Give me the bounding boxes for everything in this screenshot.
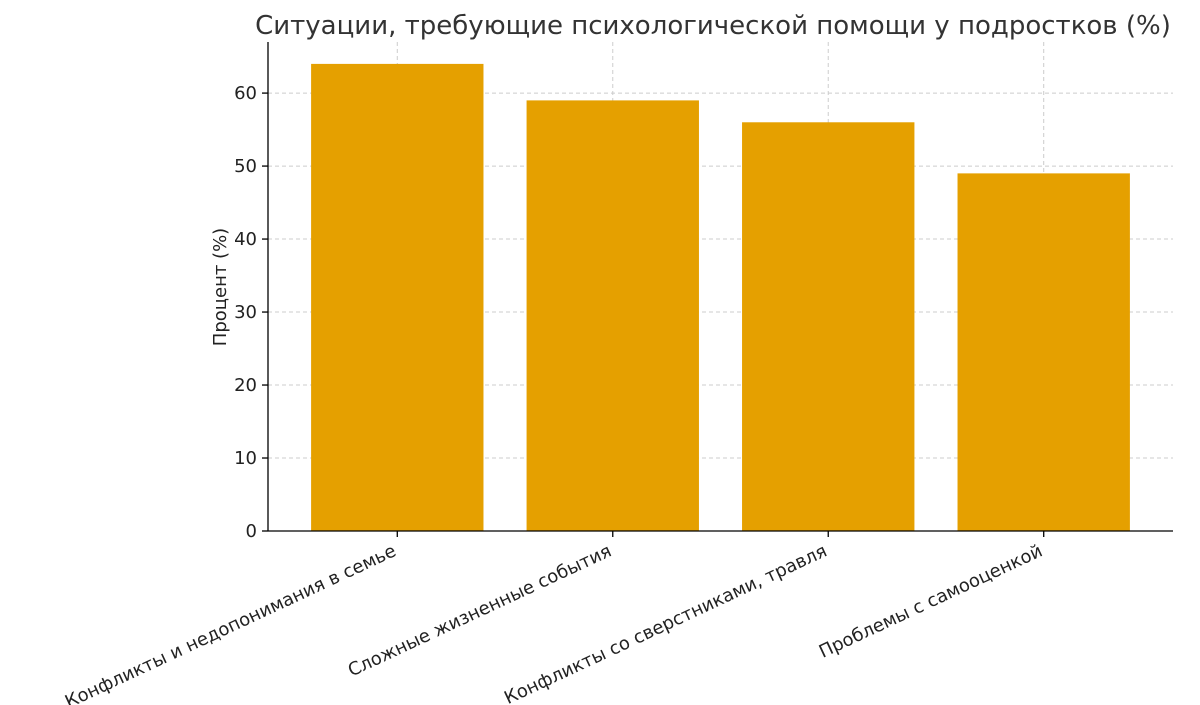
y-tick-label-60: 60 bbox=[234, 83, 257, 104]
y-tick-label-30: 30 bbox=[234, 302, 257, 323]
y-tick-label-20: 20 bbox=[234, 375, 257, 396]
bar-3 bbox=[742, 122, 915, 532]
x-tick-label-3: Конфликты со сверстниками, травля bbox=[501, 540, 830, 705]
chart-title: Ситуации, требующие психологической помо… bbox=[255, 11, 1171, 41]
x-tick-label-1: Конфликты и недопонимания в семье bbox=[62, 540, 400, 705]
y-tick-label-50: 50 bbox=[234, 156, 257, 177]
x-tick-label-4: Проблемы с самооценкой bbox=[816, 540, 1046, 662]
bar-4 bbox=[957, 173, 1130, 531]
y-tick-label-10: 10 bbox=[234, 448, 257, 469]
x-ticks: Конфликты и недопонимания в семьеСложные… bbox=[62, 531, 1046, 705]
y-axis-label: Процент (%) bbox=[210, 228, 231, 346]
bars bbox=[311, 63, 1130, 532]
y-ticks: 0 10 20 30 40 50 60 bbox=[234, 83, 268, 542]
y-tick-label-0: 0 bbox=[246, 521, 257, 542]
y-tick-label-40: 40 bbox=[234, 229, 257, 250]
bar-1 bbox=[311, 63, 484, 532]
bar-2 bbox=[526, 100, 699, 531]
axes bbox=[267, 42, 1173, 532]
